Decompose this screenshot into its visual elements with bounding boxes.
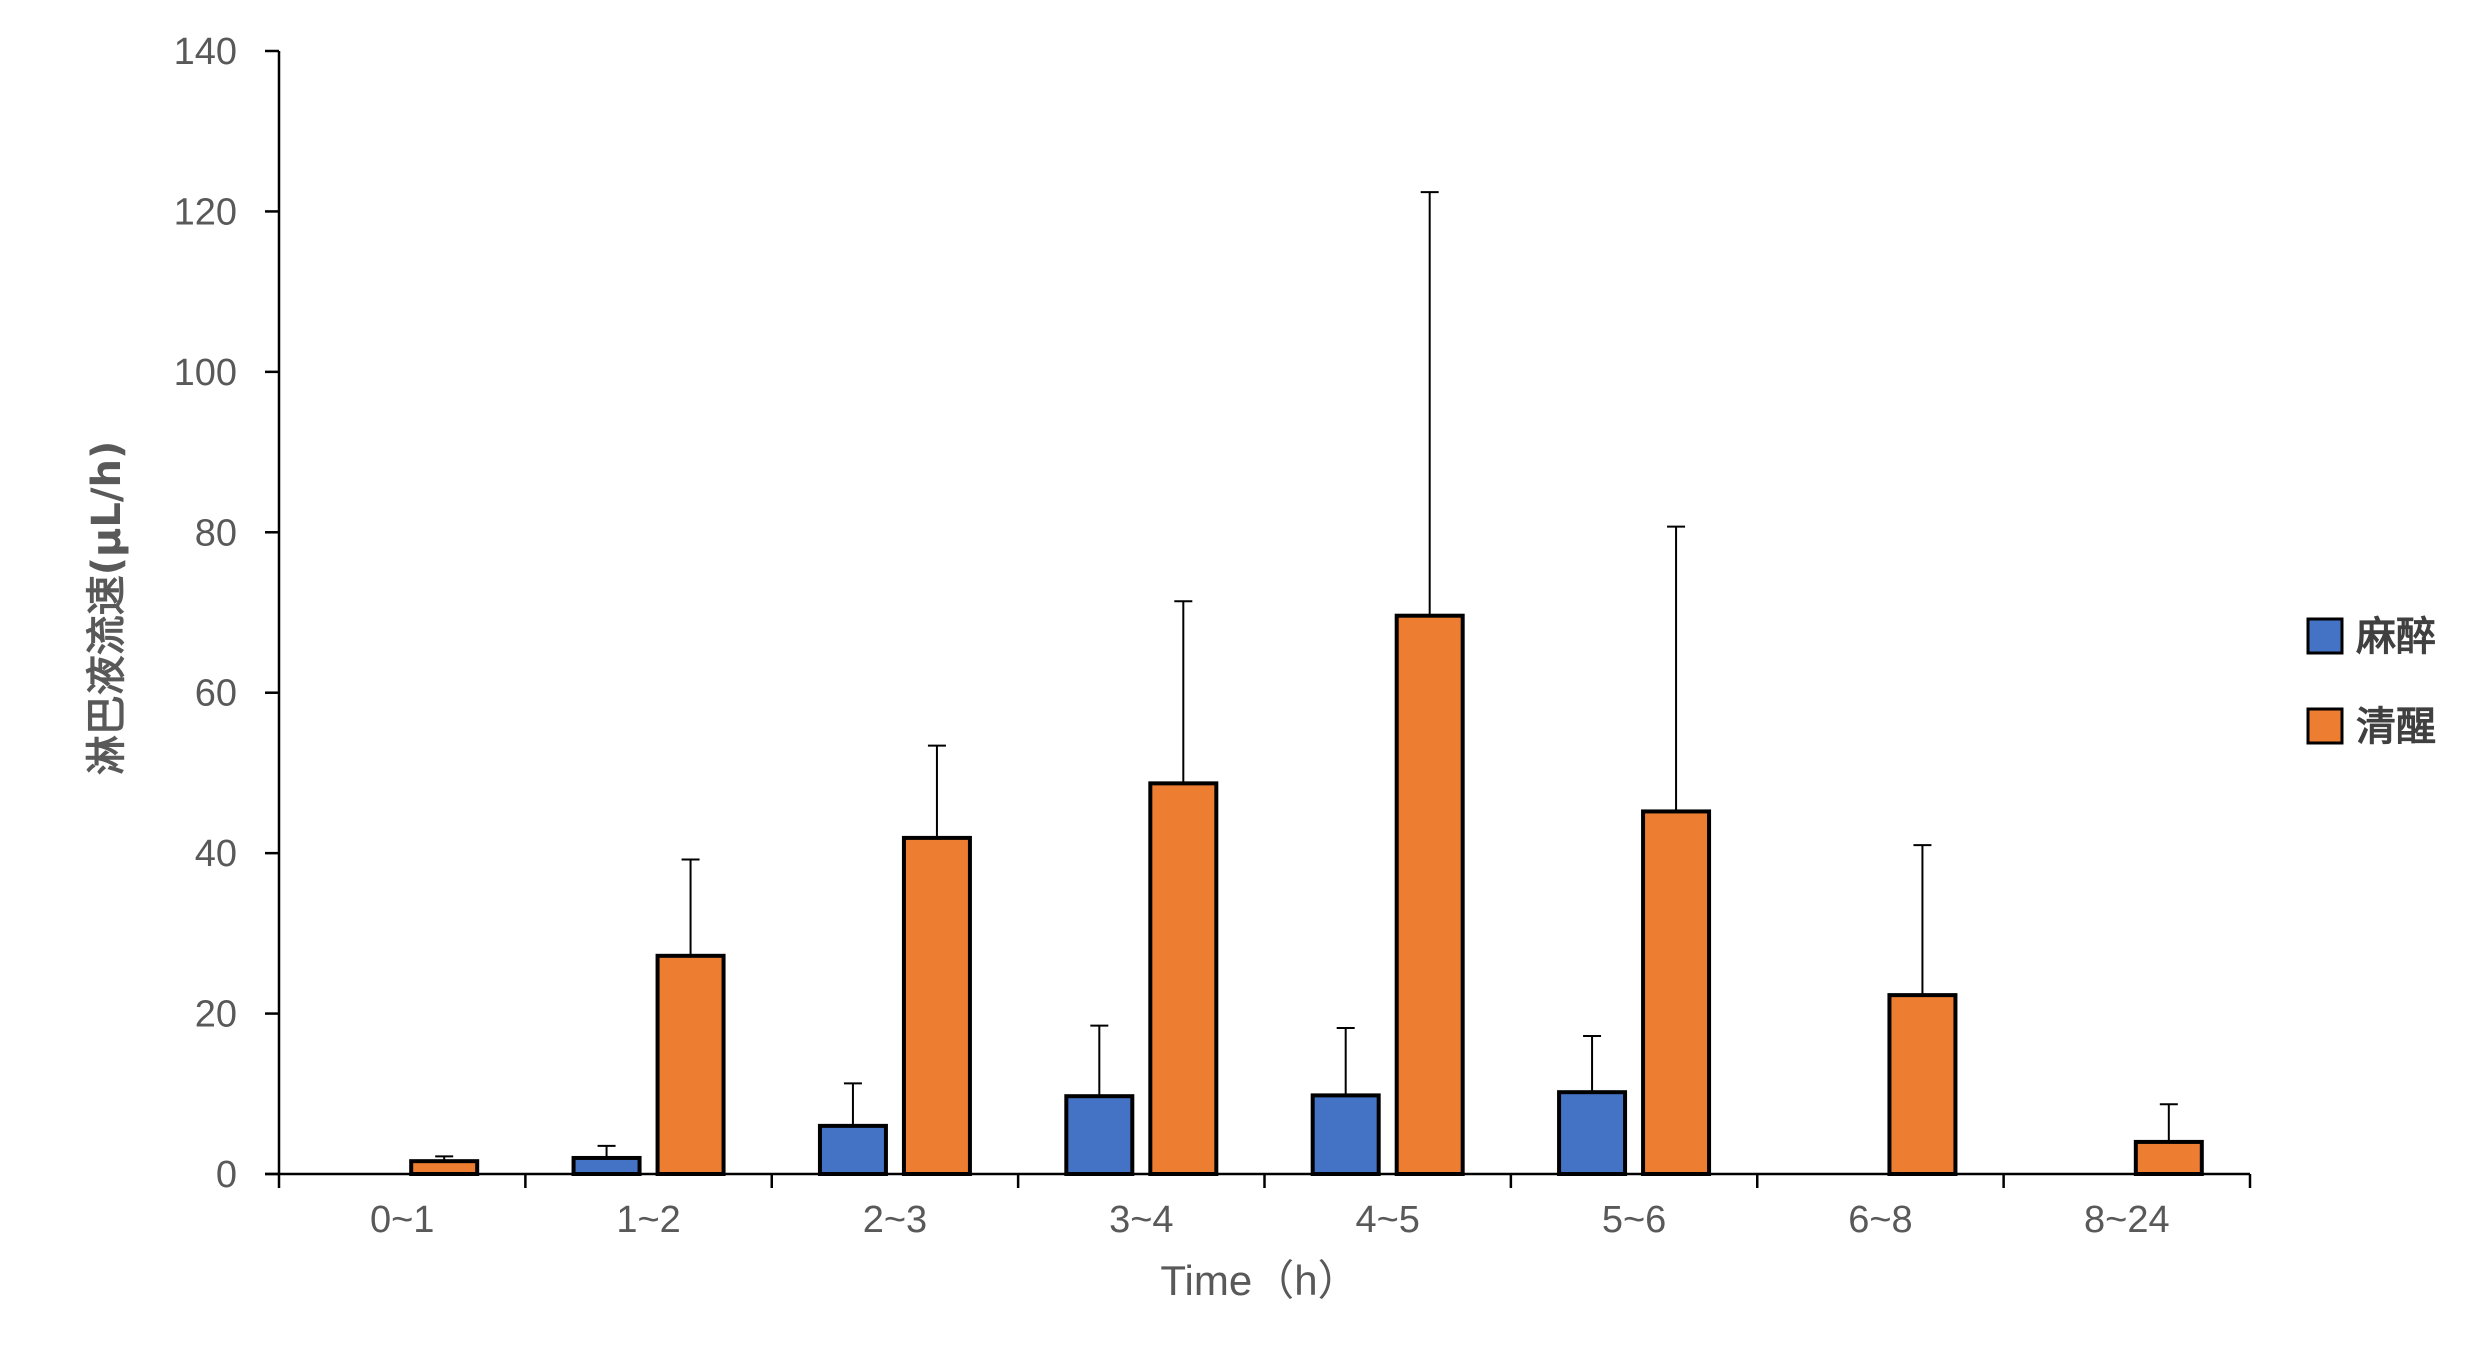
bar-series0-4~5 — [1310, 1093, 1381, 1177]
x-tick-label-4~5: 4~5 — [1355, 1199, 1419, 1241]
bar-series0-5~6 — [1557, 1090, 1628, 1176]
bar-series1-4~5 — [1394, 613, 1465, 1176]
x-axis-title: Time（h） — [1160, 1257, 1359, 1304]
bar-series1-5~6 — [1641, 809, 1712, 1177]
y-tick-label-100: 100 — [174, 352, 237, 394]
legend: 麻醉 清醒 — [2306, 614, 2436, 750]
y-tick-label-140: 140 — [174, 31, 237, 73]
x-tick-label-2~3: 2~3 — [863, 1199, 927, 1241]
y-tick-label-60: 60 — [195, 673, 237, 715]
y-tick-label-20: 20 — [195, 994, 237, 1036]
x-tick-label-5~6: 5~6 — [1602, 1199, 1666, 1241]
bar-series1-8~24 — [2133, 1139, 2204, 1177]
bar-series0-1~2 — [571, 1155, 642, 1177]
bar-series1-3~4 — [1148, 781, 1219, 1177]
y-tick-label-40: 40 — [195, 833, 237, 875]
y-tick-label-0: 0 — [216, 1154, 237, 1196]
y-tick-label-120: 120 — [174, 191, 237, 233]
legend-label-anesthesia: 麻醉 — [2356, 614, 2436, 660]
y-axis-title: 淋巴液流速(μL/h) — [84, 441, 130, 776]
x-tick-label-8~24: 8~24 — [2084, 1199, 2170, 1241]
x-tick-label-1~2: 1~2 — [616, 1199, 680, 1241]
x-tick-label-3~4: 3~4 — [1109, 1199, 1173, 1241]
y-tick-label-80: 80 — [195, 512, 237, 554]
x-tick-label-6~8: 6~8 — [1848, 1199, 1912, 1241]
legend-swatch-anesthesia — [2306, 617, 2344, 655]
bar-series1-0~1 — [409, 1159, 480, 1177]
bar-series0-2~3 — [817, 1123, 888, 1177]
bar-series1-6~8 — [1887, 993, 1958, 1176]
labels-layer: 0 20 40 60 80 100 120 140 0~1 1~2 2~3 3~4 4~5 5~6 6~8 8… — [174, 31, 2170, 1241]
bar-series1-2~3 — [901, 835, 972, 1177]
x-tick-label-0~1: 0~1 — [370, 1199, 434, 1241]
bar-series1-1~2 — [655, 953, 726, 1176]
axes-layer — [265, 49, 2252, 1188]
bars-layer — [409, 191, 2204, 1177]
legend-swatch-awake — [2306, 707, 2344, 745]
bar-series0-3~4 — [1064, 1094, 1135, 1176]
legend-label-awake: 清醒 — [2356, 704, 2436, 750]
